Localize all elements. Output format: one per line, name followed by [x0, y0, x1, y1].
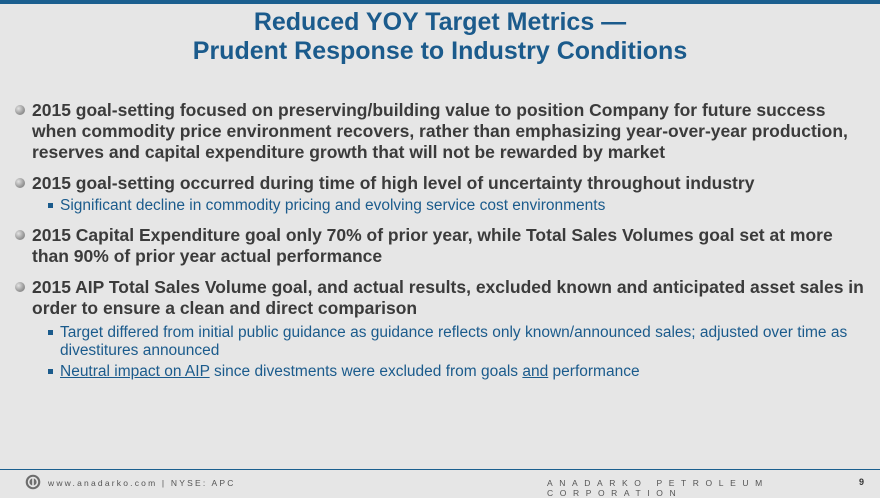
slide-title: Reduced YOY Target Metrics — Prudent Res…: [0, 8, 880, 66]
sub-bullet-neutral-impact: Neutral impact on AIP since divestments …: [14, 363, 872, 381]
footer: www.anadarko.com | NYSE: APC ANADARKO PE…: [0, 470, 880, 498]
bullet-dot-icon: [15, 230, 25, 240]
footer-company-name: ANADARKO PETROLEUM CORPORATION: [547, 478, 769, 498]
sub-bullet-commodity-pricing: Significant decline in commodity pricing…: [14, 197, 872, 215]
bullet-dot-icon: [15, 105, 25, 115]
bullet-uncertainty: 2015 goal-setting occurred during time o…: [14, 173, 872, 194]
bullet-goal-setting-value: 2015 goal-setting focused on preserving/…: [14, 100, 872, 163]
anadarko-logo-icon: [25, 474, 41, 490]
bullet-dot-icon: [15, 282, 25, 292]
square-bullet-icon: [48, 203, 53, 208]
bullet-dot-icon: [15, 178, 25, 188]
bullet-aip-sales-volume: 2015 AIP Total Sales Volume goal, and ac…: [14, 277, 872, 319]
footer-divider: [0, 469, 880, 470]
sub-bullet-target-guidance: Target differed from initial public guid…: [14, 324, 872, 360]
page-number: 9: [859, 477, 865, 487]
top-accent-bar: [0, 0, 880, 4]
square-bullet-icon: [48, 330, 53, 335]
bullet-list: 2015 goal-setting focused on preserving/…: [14, 100, 872, 381]
title-line-1: Reduced YOY Target Metrics —: [253, 8, 627, 36]
footer-website: www.anadarko.com | NYSE: APC: [48, 478, 236, 488]
square-bullet-icon: [48, 369, 53, 374]
title-line-2: Prudent Response to Industry Conditions: [192, 37, 688, 65]
bullet-capex-goal: 2015 Capital Expenditure goal only 70% o…: [14, 225, 872, 267]
